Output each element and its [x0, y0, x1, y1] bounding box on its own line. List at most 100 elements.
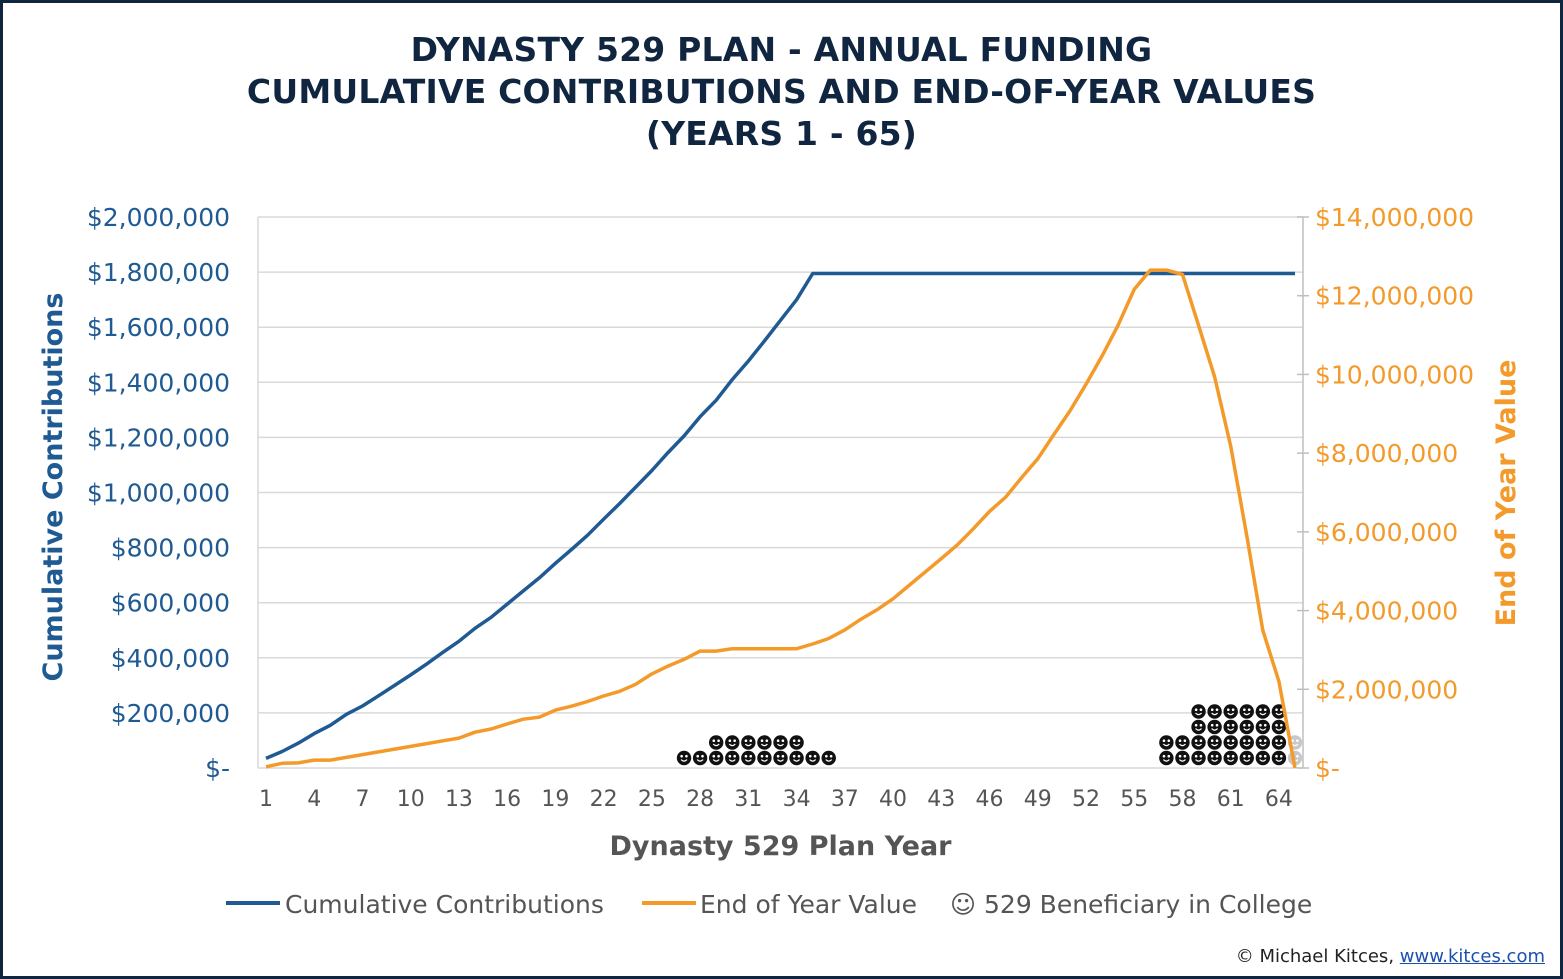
beneficiary-marker	[1191, 735, 1206, 750]
beneficiary-marker-smile	[1179, 759, 1186, 762]
x-tick-label: 34	[783, 787, 811, 812]
beneficiary-marker-eye	[1263, 723, 1267, 727]
beneficiary-marker-smile	[712, 743, 720, 747]
chart-title-line-3: (YEARS 1 - 65)	[645, 114, 918, 153]
beneficiary-marker	[789, 750, 804, 766]
beneficiary-marker-eye	[1194, 708, 1198, 711]
beneficiary-marker-eye	[797, 754, 801, 758]
beneficiary-marker-eye	[728, 739, 732, 742]
beneficiary-marker-eye	[1183, 739, 1187, 742]
beneficiary-marker-smile	[712, 759, 720, 762]
y-left-tick-label: $200,000	[111, 699, 230, 728]
beneficiary-marker-smile	[1211, 728, 1219, 731]
beneficiary-marker-smile	[1195, 728, 1202, 731]
beneficiary-marker-eye	[1275, 739, 1278, 742]
beneficiary-marker-smile	[760, 743, 768, 747]
beneficiary-marker-eye	[1226, 723, 1230, 727]
beneficiary-marker-smile	[809, 759, 817, 762]
legend-label-end-of-year-value: End of Year Value	[700, 890, 917, 919]
x-tick-label: 16	[493, 787, 521, 812]
beneficiary-marker-eye	[1231, 754, 1235, 758]
beneficiary-marker-eye	[1275, 754, 1278, 758]
beneficiary-marker-eye	[825, 754, 828, 758]
beneficiary-marker	[741, 750, 756, 766]
beneficiary-marker-smile	[1275, 743, 1283, 747]
beneficiary-marker-eye	[1199, 754, 1203, 758]
x-tick-label: 28	[686, 787, 714, 812]
beneficiary-marker-eye	[1259, 708, 1262, 711]
beneficiary-marker-eye	[749, 739, 753, 742]
beneficiary-marker	[773, 750, 788, 766]
beneficiary-marker-eye	[1280, 754, 1283, 758]
beneficiary-marker	[1159, 735, 1174, 750]
beneficiary-marker-smile	[793, 759, 801, 762]
y-left-tick-label: $1,400,000	[87, 368, 230, 397]
y-left-tick-label: $1,800,000	[87, 258, 230, 287]
beneficiary-marker-eye	[1247, 708, 1251, 711]
x-tick-label: 13	[445, 787, 473, 812]
beneficiary-marker	[1239, 719, 1254, 735]
beneficiary-marker-eye	[1243, 754, 1246, 758]
beneficiary-marker-smile	[825, 759, 833, 762]
series-line-end-of-year-value	[265, 268, 1297, 769]
series-line-contributions	[265, 271, 1295, 761]
beneficiary-marker	[1191, 704, 1206, 719]
beneficiary-marker-eye	[1178, 739, 1182, 742]
beneficiary-marker-smile	[1211, 712, 1219, 716]
copyright-credit: © Michael Kitces, www.kitces.com	[1236, 946, 1545, 967]
beneficiary-marker-smile	[1227, 712, 1235, 716]
beneficiary-marker-eye	[744, 739, 748, 742]
beneficiary-marker	[757, 750, 772, 766]
y-right-tick-label: $10,000,000	[1315, 360, 1474, 389]
beneficiary-marker-smile	[1243, 743, 1251, 747]
beneficiary-marker	[1239, 735, 1254, 750]
beneficiary-marker-smile	[1259, 759, 1267, 762]
beneficiary-marker-smile	[744, 759, 752, 762]
beneficiary-marker-eye	[749, 754, 753, 758]
beneficiary-marker-eye	[1226, 708, 1230, 711]
beneficiary-marker-eye	[1231, 723, 1235, 727]
beneficiary-marker-eye	[1280, 708, 1283, 711]
beneficiary-marker	[789, 735, 804, 750]
beneficiary-marker	[1207, 735, 1222, 750]
beneficiary-marker-smile	[1259, 728, 1267, 731]
beneficiary-marker-eye	[1247, 754, 1251, 758]
beneficiary-marker-eye	[792, 739, 796, 742]
beneficiary-marker-eye	[1291, 739, 1294, 742]
beneficiary-marker-smile	[1243, 728, 1251, 731]
beneficiary-marker-eye	[1259, 723, 1262, 727]
beneficiary-marker	[1271, 750, 1287, 766]
beneficiary-marker-eye	[1183, 754, 1187, 758]
beneficiary-marker-eye	[797, 739, 801, 742]
x-tick-label: 46	[976, 787, 1004, 812]
beneficiary-marker-eye	[1194, 739, 1198, 742]
x-tick-label: 40	[879, 787, 907, 812]
beneficiary-marker	[1223, 704, 1238, 719]
beneficiary-marker-smile	[1195, 743, 1202, 747]
beneficiary-marker	[1223, 750, 1238, 766]
beneficiary-marker	[725, 750, 740, 766]
credit-link[interactable]: www.kitces.com	[1399, 946, 1545, 967]
beneficiary-marker-eye	[1167, 754, 1171, 758]
beneficiary-marker-eye	[792, 754, 796, 758]
beneficiary-marker-eye	[680, 754, 683, 758]
x-tick-label: 25	[638, 787, 666, 812]
beneficiary-marker-eye	[1194, 754, 1198, 758]
beneficiary-marker-smile	[728, 743, 736, 747]
beneficiary-marker-eye	[1263, 754, 1267, 758]
y-left-tick-label: $600,000	[111, 589, 230, 618]
beneficiary-marker-eye	[765, 754, 769, 758]
x-tick-label: 58	[1168, 787, 1196, 812]
beneficiary-marker-smile	[1259, 712, 1267, 716]
x-tick-label: 31	[734, 787, 762, 812]
beneficiary-marker-eye	[1215, 723, 1219, 727]
beneficiary-marker-eye	[1259, 754, 1262, 758]
beneficiary-marker-smile	[777, 743, 784, 747]
beneficiary-marker-smile	[760, 759, 768, 762]
y-right-tick-label: $14,000,000	[1315, 203, 1474, 232]
beneficiary-marker-smile	[696, 759, 704, 762]
x-tick-label: 61	[1217, 787, 1245, 812]
beneficiary-marker	[725, 735, 740, 750]
beneficiary-marker	[1223, 735, 1238, 750]
